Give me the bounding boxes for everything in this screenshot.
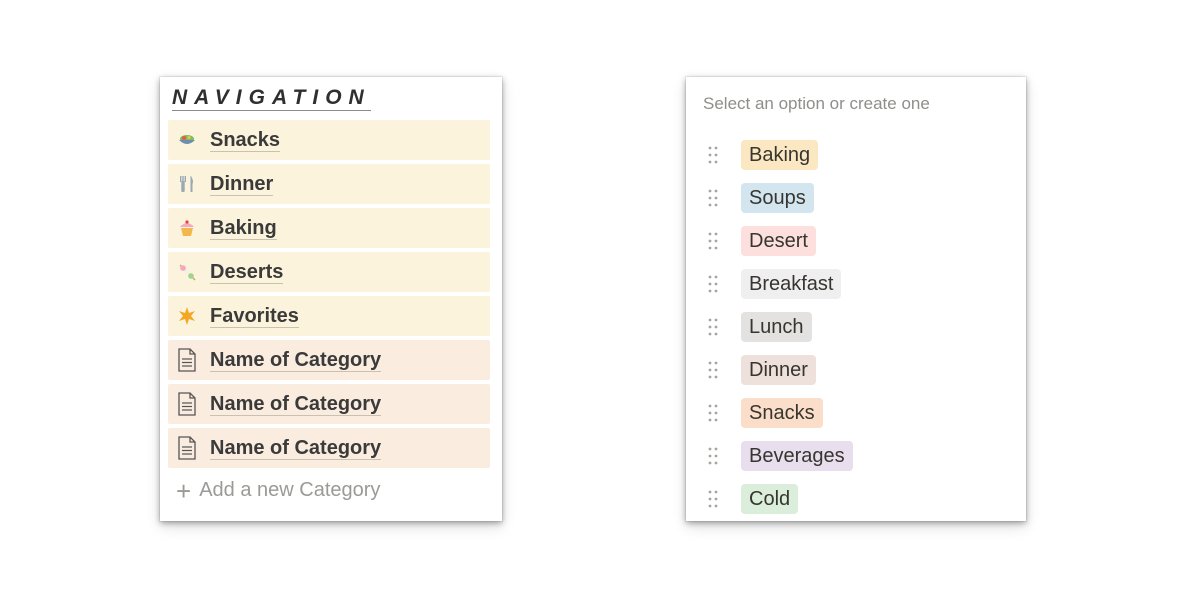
document-icon bbox=[176, 392, 198, 416]
drag-handle-icon[interactable] bbox=[703, 144, 723, 166]
nav-item[interactable]: Favorites bbox=[168, 296, 490, 336]
nav-item-label: Deserts bbox=[210, 260, 284, 284]
option-row[interactable]: Snacks bbox=[703, 391, 853, 434]
fork-knife-icon bbox=[176, 173, 198, 195]
nav-item[interactable]: Name of Category bbox=[168, 340, 490, 380]
select-hint: Select an option or create one bbox=[703, 94, 930, 113]
add-category-label: Add a new Category bbox=[199, 479, 381, 501]
option-row[interactable]: Cold bbox=[703, 477, 853, 520]
drag-handle-icon[interactable] bbox=[703, 488, 723, 510]
nav-item[interactable]: Deserts bbox=[168, 252, 490, 292]
nav-item[interactable]: Name of Category bbox=[168, 384, 490, 424]
option-row[interactable]: Desert bbox=[703, 219, 853, 262]
document-icon bbox=[176, 348, 198, 372]
drag-handle-icon[interactable] bbox=[703, 359, 723, 381]
drag-handle-icon[interactable] bbox=[703, 402, 723, 424]
document-icon bbox=[176, 436, 198, 460]
nav-item[interactable]: Snacks bbox=[168, 120, 490, 160]
navigation-list: Snacks Dinner Baking Deserts Favorites Name o… bbox=[168, 120, 490, 472]
option-tag[interactable]: Breakfast bbox=[741, 268, 842, 299]
option-tag[interactable]: Cold bbox=[741, 483, 799, 514]
nav-item-label: Name of Category bbox=[210, 436, 382, 460]
options-list: Baking Soups Desert Breakfast Lunch Dinner Sna… bbox=[703, 133, 853, 520]
option-row[interactable]: Beverages bbox=[703, 434, 853, 477]
option-tag[interactable]: Desert bbox=[741, 225, 816, 256]
drag-handle-icon[interactable] bbox=[703, 445, 723, 467]
nav-item-label: Name of Category bbox=[210, 392, 382, 416]
option-row[interactable]: Soups bbox=[703, 176, 853, 219]
drag-handle-icon[interactable] bbox=[703, 273, 723, 295]
nav-item-label: Favorites bbox=[210, 304, 299, 328]
select-options-panel: Select an option or create one Baking Sou… bbox=[686, 77, 1026, 521]
plus-icon: + bbox=[176, 475, 192, 506]
option-row[interactable]: Lunch bbox=[703, 305, 853, 348]
option-tag[interactable]: Snacks bbox=[741, 397, 823, 428]
navigation-panel: NAVIGATION Snacks Dinner Baking Deserts Favo… bbox=[160, 77, 502, 521]
salad-bowl-icon bbox=[176, 129, 198, 151]
nav-item[interactable]: Dinner bbox=[168, 164, 490, 204]
drag-handle-icon[interactable] bbox=[703, 230, 723, 252]
option-tag[interactable]: Lunch bbox=[741, 311, 812, 342]
nav-item-label: Name of Category bbox=[210, 348, 382, 372]
option-row[interactable]: Breakfast bbox=[703, 262, 853, 305]
nav-item[interactable]: Baking bbox=[168, 208, 490, 248]
option-tag[interactable]: Baking bbox=[741, 139, 819, 170]
nav-item-label: Dinner bbox=[210, 172, 274, 196]
navigation-title: NAVIGATION bbox=[172, 86, 371, 111]
nav-item-label: Snacks bbox=[210, 128, 281, 152]
dango-icon bbox=[176, 261, 198, 283]
drag-handle-icon[interactable] bbox=[703, 187, 723, 209]
star-burst-icon bbox=[176, 305, 198, 327]
option-tag[interactable]: Soups bbox=[741, 182, 814, 213]
option-row[interactable]: Baking bbox=[703, 133, 853, 176]
option-tag[interactable]: Dinner bbox=[741, 354, 816, 385]
option-row[interactable]: Dinner bbox=[703, 348, 853, 391]
add-category-button[interactable]: + Add a new Category bbox=[176, 475, 381, 506]
option-tag[interactable]: Beverages bbox=[741, 440, 853, 471]
nav-item[interactable]: Name of Category bbox=[168, 428, 490, 468]
cupcake-icon bbox=[176, 217, 198, 239]
nav-item-label: Baking bbox=[210, 216, 277, 240]
drag-handle-icon[interactable] bbox=[703, 316, 723, 338]
